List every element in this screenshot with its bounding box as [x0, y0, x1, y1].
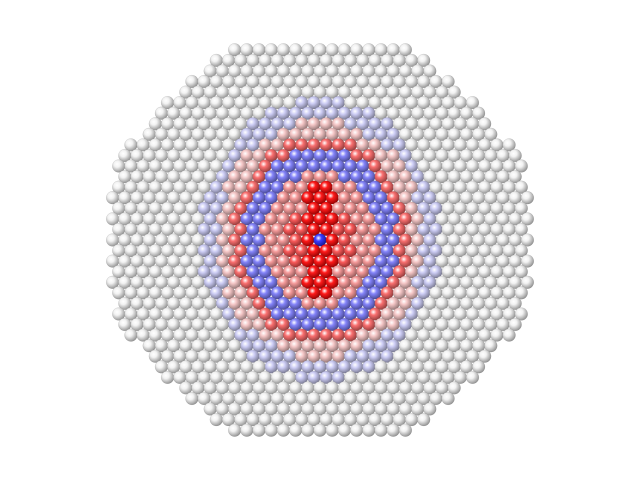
atom-neutral	[502, 328, 516, 342]
atom-neutral	[465, 95, 480, 110]
atom-neutral	[423, 402, 437, 416]
atom-neutral	[520, 233, 535, 247]
atom-neutral	[288, 423, 303, 437]
atom-neutral	[160, 370, 175, 385]
atom-neutral	[398, 423, 413, 437]
atom-neutral	[508, 317, 522, 332]
atom-neutral	[124, 328, 138, 342]
atom-neutral	[417, 412, 431, 427]
atom-neutral	[520, 254, 535, 268]
atom-neutral	[514, 307, 528, 321]
atom-neutral	[386, 423, 400, 437]
atom-neutral	[520, 275, 535, 289]
atom-neutral	[514, 180, 528, 194]
atom-neutral	[520, 212, 535, 226]
atom-neutral	[508, 296, 522, 311]
atom-neutral	[209, 412, 223, 427]
atom-neutral	[447, 85, 461, 99]
atom-neutral	[252, 423, 266, 437]
atom-neutral	[240, 423, 254, 437]
atom-neutral	[337, 423, 352, 437]
atom-neutral	[441, 74, 455, 89]
atom-neutral	[514, 159, 528, 173]
atom-neutral	[441, 391, 455, 406]
atom-neutral	[514, 243, 528, 258]
atom-neutral	[349, 423, 364, 437]
atom-neutral	[520, 191, 535, 205]
atom-neutral	[508, 169, 522, 184]
atom-neutral	[514, 222, 528, 237]
atom-neutral	[227, 423, 242, 437]
atom-neutral	[417, 53, 431, 68]
atom-neutral	[514, 265, 528, 279]
atom-neutral	[471, 106, 486, 120]
atom-neutral	[484, 339, 498, 353]
atom-neutral	[423, 64, 437, 78]
atom-neutral	[362, 423, 376, 437]
atom-neutral	[478, 117, 492, 131]
atom-neutral	[514, 286, 528, 300]
atom-neutral	[508, 148, 522, 163]
atom-neutral	[471, 360, 486, 374]
atom-neutral	[185, 391, 199, 406]
atom-neutral	[325, 423, 339, 437]
atom-neutral	[276, 423, 291, 437]
atom-neutral	[514, 201, 528, 215]
atom-neutral	[484, 127, 498, 141]
atom-neutral	[301, 423, 315, 437]
atom-neutral	[398, 43, 413, 57]
atom-neutral	[478, 349, 492, 363]
atom-neutral	[313, 423, 327, 437]
atom-neutral	[264, 423, 278, 437]
atom-neutral	[447, 381, 461, 395]
atoms-layer	[105, 43, 535, 437]
atom-neutral	[502, 138, 516, 152]
atom-neutral	[465, 370, 480, 385]
atom-neutral	[374, 423, 388, 437]
